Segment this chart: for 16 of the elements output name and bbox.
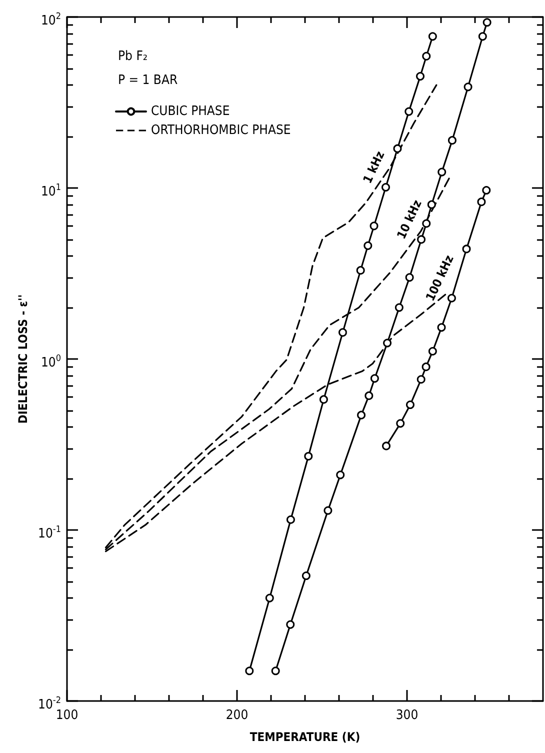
y-tick-label: 10$^{2}$ bbox=[40, 11, 61, 30]
annotation: 100 kHz bbox=[423, 253, 456, 304]
y-tick-label: 10$^{-1}$ bbox=[38, 524, 61, 544]
x-tick-label: 200 bbox=[226, 708, 248, 723]
x-tick-label: 300 bbox=[396, 708, 418, 723]
y-axis-title: DIELECTRIC LOSS - ε'' bbox=[16, 294, 30, 424]
x-tick-label: 100 bbox=[56, 708, 78, 723]
legend-label: CUBIC PHASE bbox=[151, 104, 230, 119]
y-tick-label: 10$^{0}$ bbox=[40, 353, 61, 372]
annotation: Pb F₂ bbox=[118, 49, 148, 64]
legend-label: ORTHORHOMBIC PHASE bbox=[151, 123, 291, 138]
annotation: 1 kHz bbox=[360, 149, 388, 186]
y-tick-label: 10$^{1}$ bbox=[40, 182, 61, 202]
x-axis-title: TEMPERATURE (K) bbox=[250, 730, 360, 744]
annotation: 10 kHz bbox=[394, 198, 424, 242]
annotation: P = 1 BAR bbox=[118, 73, 178, 88]
